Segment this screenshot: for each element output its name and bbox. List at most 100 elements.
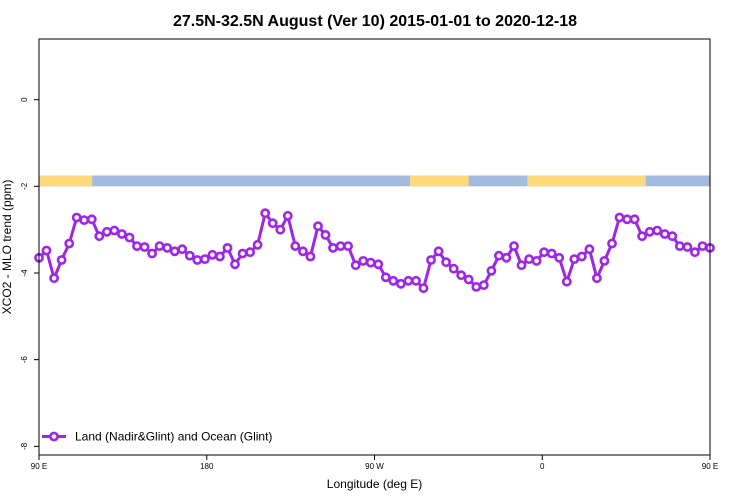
data-point <box>652 225 663 236</box>
data-point <box>94 231 105 242</box>
data-point <box>109 225 120 236</box>
data-point <box>659 229 670 239</box>
x-axis: 90 E 180 90 W 0 90 E <box>31 455 718 471</box>
data-point <box>426 255 436 265</box>
data-point <box>365 257 376 268</box>
data-point <box>275 224 286 235</box>
data-point <box>576 251 587 262</box>
data-point <box>516 260 527 271</box>
data-point <box>629 214 640 225</box>
legend-marker-swatch <box>49 431 59 442</box>
data-point <box>546 248 557 259</box>
data-point <box>531 255 542 266</box>
data-point <box>139 242 150 252</box>
data-point <box>222 242 233 253</box>
y-axis-label: XCO2 - MLO trend (ppm) <box>0 180 14 315</box>
series-layer <box>34 208 715 294</box>
data-point <box>328 242 338 253</box>
data-point <box>682 242 693 252</box>
series-line <box>37 211 711 290</box>
data-point <box>395 278 406 289</box>
surface-type-bar <box>39 175 710 187</box>
data-point <box>478 280 489 290</box>
data-point <box>230 259 240 270</box>
data-point <box>313 221 323 232</box>
data-point <box>667 231 678 242</box>
data-point <box>199 254 210 264</box>
x-tick-label: 180 <box>200 462 214 471</box>
data-point <box>441 257 451 268</box>
data-point <box>471 281 482 292</box>
chart-title: 27.5N-32.5N August (Ver 10) 2015-01-01 t… <box>173 13 577 30</box>
data-point <box>592 273 602 284</box>
data-point <box>192 255 203 265</box>
data-point <box>411 275 421 286</box>
data-point <box>154 241 165 251</box>
data-point <box>697 241 708 251</box>
data-point <box>509 241 519 251</box>
x-tick-label: 90 E <box>702 462 718 471</box>
data-point <box>132 241 142 251</box>
x-axis-label: Longitude (deg E) <box>327 477 422 491</box>
data-point <box>599 255 610 266</box>
land-band <box>409 175 469 187</box>
data-point <box>214 251 225 262</box>
data-point <box>177 244 188 255</box>
data-point <box>267 218 278 229</box>
data-point <box>690 247 700 258</box>
legend-entry-label: Land (Nadir&Glint) and Ocean (Glint) <box>75 430 272 444</box>
data-point <box>320 229 331 240</box>
data-point <box>350 260 361 271</box>
data-point <box>380 272 391 283</box>
data-point <box>418 283 429 294</box>
data-point <box>162 242 173 253</box>
y-tick-label: -2 <box>20 182 29 190</box>
data-point <box>56 255 67 265</box>
data-point <box>539 247 549 258</box>
data-point <box>584 244 595 255</box>
data-point <box>64 238 75 249</box>
data-point <box>463 274 474 285</box>
data-point <box>456 270 467 281</box>
data-point <box>245 247 255 258</box>
y-axis: 0 -2 -4 -6 -8 <box>20 97 39 450</box>
data-point <box>501 252 512 263</box>
data-point <box>297 246 308 257</box>
data-point <box>335 241 346 251</box>
data-point <box>561 276 572 287</box>
y-tick-label: 0 <box>20 97 29 102</box>
data-point <box>41 245 52 256</box>
data-point <box>448 263 459 274</box>
land-band <box>39 175 93 187</box>
data-point <box>674 241 685 251</box>
y-tick-label: -8 <box>20 442 29 450</box>
data-point <box>569 254 580 264</box>
data-point <box>622 214 632 225</box>
data-point <box>169 246 180 257</box>
legend: Land (Nadir&Glint) and Ocean (Glint) <box>42 430 272 444</box>
data-point <box>207 249 218 260</box>
data-point <box>644 226 655 237</box>
data-point <box>102 226 112 237</box>
data-point <box>71 212 82 223</box>
data-point <box>49 273 59 284</box>
data-point <box>388 275 399 286</box>
data-point <box>373 259 384 270</box>
x-tick-label: 90 W <box>365 462 384 471</box>
y-tick-label: -4 <box>20 269 29 277</box>
x-tick-label: 0 <box>540 462 545 471</box>
data-point <box>260 208 271 219</box>
data-point <box>290 241 301 251</box>
data-point <box>305 251 316 262</box>
data-point <box>403 275 414 286</box>
data-point <box>343 241 353 251</box>
data-point <box>184 250 195 261</box>
data-point <box>86 214 97 225</box>
data-point <box>433 246 444 257</box>
land-band <box>527 175 646 187</box>
y-tick-label: -6 <box>20 356 29 364</box>
data-point <box>124 232 135 243</box>
data-point <box>637 231 647 242</box>
data-point <box>486 265 497 276</box>
